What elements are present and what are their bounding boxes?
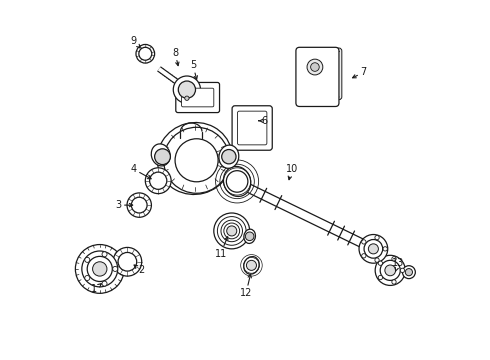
Circle shape: [102, 252, 107, 257]
Circle shape: [127, 193, 151, 217]
Circle shape: [218, 217, 246, 245]
Ellipse shape: [244, 229, 255, 243]
Circle shape: [82, 251, 118, 287]
Circle shape: [155, 149, 171, 165]
Circle shape: [364, 239, 383, 258]
FancyBboxPatch shape: [238, 111, 267, 145]
FancyBboxPatch shape: [176, 82, 220, 113]
Ellipse shape: [244, 257, 259, 274]
Circle shape: [226, 171, 248, 192]
Text: 7: 7: [353, 67, 367, 78]
Ellipse shape: [151, 144, 170, 166]
Circle shape: [368, 244, 378, 254]
Ellipse shape: [157, 122, 232, 194]
Circle shape: [378, 261, 383, 265]
Circle shape: [164, 127, 230, 193]
FancyBboxPatch shape: [304, 48, 342, 100]
FancyBboxPatch shape: [181, 88, 214, 107]
Text: 1: 1: [91, 284, 101, 294]
Circle shape: [85, 275, 90, 280]
Circle shape: [245, 232, 254, 240]
Circle shape: [402, 266, 416, 279]
Circle shape: [85, 257, 90, 262]
Circle shape: [175, 139, 218, 182]
Text: 11: 11: [215, 237, 228, 258]
Circle shape: [380, 260, 400, 280]
Circle shape: [93, 262, 107, 276]
Circle shape: [87, 256, 112, 282]
FancyBboxPatch shape: [232, 106, 272, 150]
Circle shape: [102, 281, 107, 286]
Text: 2: 2: [134, 265, 144, 275]
Ellipse shape: [223, 166, 251, 197]
Circle shape: [113, 247, 142, 276]
Text: 3: 3: [116, 200, 133, 210]
Circle shape: [173, 76, 200, 103]
Circle shape: [227, 226, 237, 236]
Circle shape: [392, 280, 396, 284]
Circle shape: [375, 235, 379, 240]
FancyBboxPatch shape: [296, 47, 339, 107]
Circle shape: [311, 63, 319, 71]
Circle shape: [392, 257, 396, 261]
Circle shape: [385, 265, 395, 276]
Circle shape: [362, 240, 366, 244]
Circle shape: [383, 247, 388, 251]
Circle shape: [178, 81, 196, 98]
Circle shape: [307, 59, 323, 75]
Circle shape: [113, 266, 118, 271]
Text: 13: 13: [392, 258, 405, 271]
Circle shape: [149, 172, 167, 189]
Circle shape: [131, 197, 147, 213]
Text: 9: 9: [131, 36, 140, 48]
Circle shape: [400, 268, 405, 273]
Circle shape: [224, 223, 240, 239]
Circle shape: [136, 44, 155, 63]
Circle shape: [246, 260, 256, 270]
Circle shape: [375, 258, 379, 262]
Circle shape: [375, 255, 405, 285]
Circle shape: [139, 47, 152, 60]
Text: 12: 12: [240, 274, 252, 298]
Text: 5: 5: [190, 60, 197, 79]
Circle shape: [146, 168, 171, 194]
Text: 10: 10: [286, 164, 298, 180]
Circle shape: [118, 252, 137, 271]
Ellipse shape: [219, 145, 239, 168]
Circle shape: [378, 275, 383, 280]
Circle shape: [405, 269, 413, 276]
Text: 6: 6: [259, 116, 268, 126]
Circle shape: [185, 96, 189, 100]
Circle shape: [359, 234, 388, 263]
Circle shape: [221, 149, 236, 164]
Text: 4: 4: [131, 164, 151, 179]
Circle shape: [362, 254, 366, 258]
Text: 8: 8: [172, 48, 179, 66]
Circle shape: [75, 244, 124, 293]
Circle shape: [221, 220, 243, 242]
Circle shape: [214, 213, 250, 249]
